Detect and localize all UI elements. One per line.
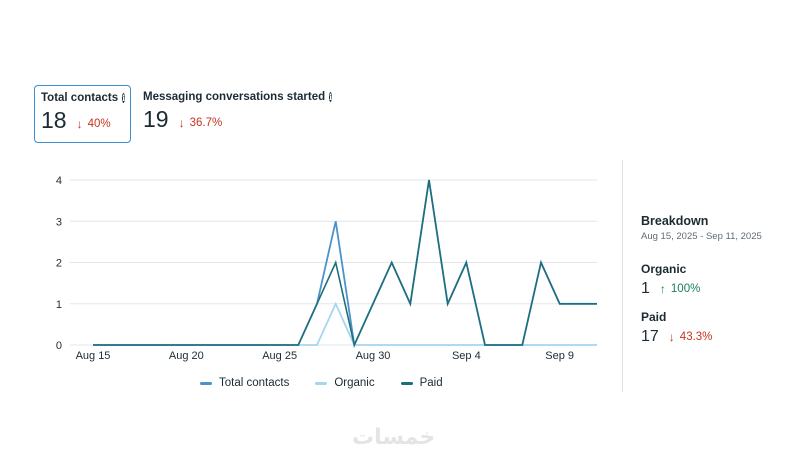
y-tick-label: 2 [56,258,62,270]
breakdown-item-paid: Paid 17 ↓ 43.3% [641,310,791,346]
y-tick-label: 3 [56,216,62,228]
metric-title: Messaging conversations started i [143,91,333,103]
arrow-down-icon: ↓ [668,330,675,344]
x-tick-label: Aug 30 [356,350,391,362]
legend-item-paid[interactable]: Paid [400,377,443,389]
metric-card-messaging-conversations[interactable]: Messaging conversations started i 19 ↓ 3… [137,85,337,143]
legend-label: Total contacts [219,377,290,389]
legend-swatch [315,381,328,385]
delta-value: 43.3% [679,331,713,343]
delta-value: 100% [670,283,701,295]
x-tick-label: Sep 4 [452,350,481,362]
info-icon[interactable]: i [329,92,333,102]
breakdown-label: Paid [641,310,667,324]
line-chart: 0 1 2 3 4 Aug 15 Aug 20 Aug 25 Aug 30 Sep 4 Sep 9 [56,175,597,362]
watermark-logo: خمسات [352,425,436,450]
y-tick-label: 1 [56,299,62,311]
arrow-up-icon: ↑ [659,282,666,296]
info-icon[interactable]: i [122,93,126,103]
breakdown-value: 1 [641,280,650,297]
metric-title-text: Total contacts [41,92,119,104]
x-tick-label: Aug 15 [76,350,111,362]
delta-badge: ↑ 100% [660,282,700,296]
chart-legend: Total contacts Organic Paid [200,377,469,389]
metric-card-total-contacts[interactable]: Total contacts i 18 ↓ 40% [34,85,131,143]
legend-swatch [400,381,413,385]
breakdown-value: 17 [641,328,659,345]
arrow-down-icon: ↓ [178,116,185,130]
x-tick-label: Aug 20 [169,350,204,362]
breakdown-row: 1 ↑ 100% [641,280,791,298]
series-line-paid [93,179,597,348]
metric-row: 19 ↓ 36.7% [143,106,331,133]
legend-item-organic[interactable]: Organic [315,377,375,389]
delta-badge: ↓ 40% [77,117,111,131]
breakdown-item-organic: Organic 1 ↑ 100% [641,262,791,298]
legend-label: Organic [334,377,375,389]
x-tick-label: Sep 9 [545,350,574,362]
legend-swatch [200,381,212,385]
metric-value: 18 [41,107,67,133]
delta-value: 40% [87,118,111,130]
legend-item-total-contacts[interactable]: Total contacts [200,377,289,389]
panel-divider [622,160,623,392]
x-tick-label: Aug 25 [262,350,297,362]
metric-row: 18 ↓ 40% [41,107,124,134]
y-tick-label: 0 [56,340,62,352]
delta-badge: ↓ 43.3% [669,330,713,344]
metric-value: 19 [143,106,169,132]
breakdown-panel: Breakdown Aug 15, 2025 - Sep 11, 2025 Or… [641,214,791,346]
breakdown-label: Organic [641,262,687,276]
breakdown-row: 17 ↓ 43.3% [641,328,791,346]
arrow-down-icon: ↓ [76,117,83,131]
breakdown-title: Breakdown [641,214,709,228]
y-tick-label: 4 [56,175,62,187]
metric-title-text: Messaging conversations started [143,91,326,103]
delta-value: 36.7% [189,117,223,129]
metric-title: Total contacts i [41,92,126,104]
legend-label: Paid [419,377,443,389]
breakdown-date-range: Aug 15, 2025 - Sep 11, 2025 [641,231,762,242]
series-line-organic [93,301,597,346]
delta-badge: ↓ 36.7% [179,116,223,130]
